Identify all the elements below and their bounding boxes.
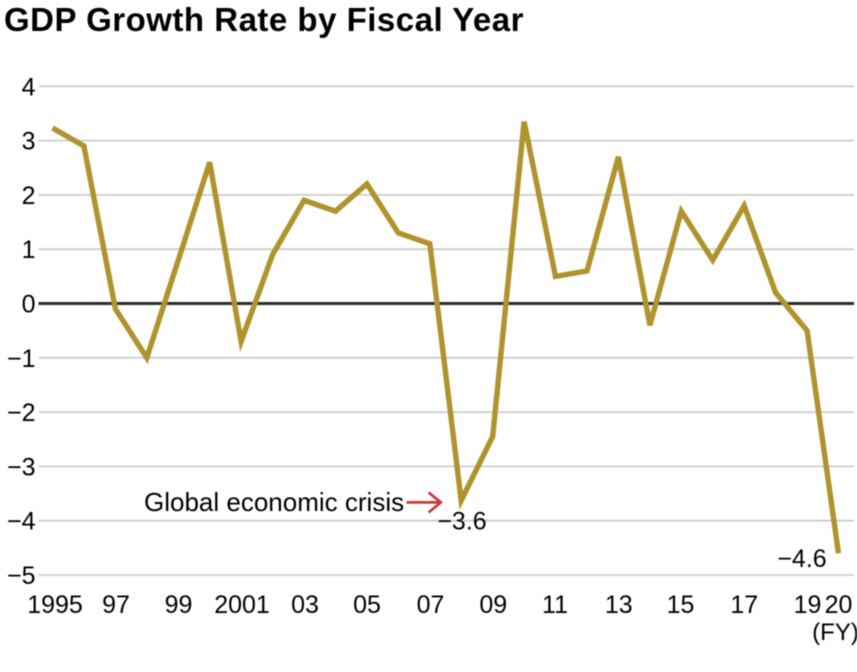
svg-text:−3.6: −3.6 [437, 508, 486, 536]
svg-text:0: 0 [22, 291, 36, 319]
svg-text:1995: 1995 [27, 591, 83, 619]
svg-text:15: 15 [667, 591, 695, 619]
svg-text:03: 03 [291, 591, 319, 619]
svg-text:97: 97 [102, 591, 130, 619]
svg-text:2001: 2001 [214, 591, 270, 619]
svg-text:99: 99 [165, 591, 193, 619]
svg-text:20: 20 [825, 591, 853, 619]
svg-text:−4.6: −4.6 [777, 545, 826, 573]
svg-text:−5: −5 [7, 562, 36, 590]
svg-text:11: 11 [542, 591, 568, 619]
svg-text:−4: −4 [7, 508, 36, 536]
svg-text:2: 2 [22, 182, 36, 210]
svg-text:Global economic crisis: Global economic crisis [144, 487, 404, 517]
svg-text:4: 4 [22, 73, 36, 101]
svg-text:1: 1 [22, 236, 36, 264]
svg-text:05: 05 [353, 591, 381, 619]
svg-text:(FY): (FY) [812, 619, 857, 646]
svg-text:09: 09 [479, 591, 507, 619]
svg-text:3: 3 [22, 128, 36, 156]
svg-text:GDP Growth Rate by Fiscal Year: GDP Growth Rate by Fiscal Year [4, 1, 524, 38]
svg-text:13: 13 [605, 591, 633, 619]
svg-text:−3: −3 [7, 453, 36, 481]
svg-text:−2: −2 [7, 399, 36, 427]
svg-text:19: 19 [794, 591, 822, 619]
svg-text:−1: −1 [7, 345, 36, 373]
svg-text:17: 17 [730, 591, 758, 619]
svg-text:07: 07 [417, 591, 445, 619]
